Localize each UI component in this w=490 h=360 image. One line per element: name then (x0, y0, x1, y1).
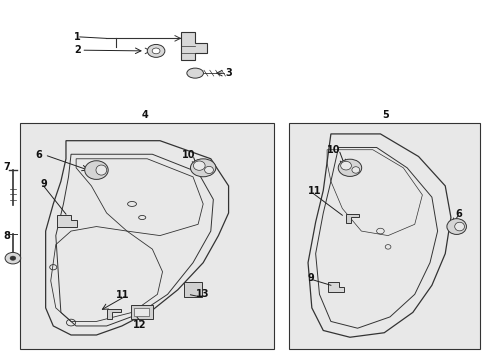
Text: 11: 11 (308, 186, 321, 197)
Bar (20, 123, 274, 348)
Text: 7: 7 (3, 162, 10, 172)
Circle shape (10, 256, 16, 260)
FancyBboxPatch shape (131, 305, 153, 319)
Polygon shape (346, 214, 359, 223)
Text: 10: 10 (327, 144, 341, 154)
Ellipse shape (338, 159, 362, 176)
Ellipse shape (352, 167, 360, 173)
Ellipse shape (447, 219, 466, 234)
Polygon shape (57, 215, 77, 226)
Text: 8: 8 (3, 231, 10, 240)
Text: 4: 4 (142, 111, 148, 121)
Text: 13: 13 (196, 289, 210, 299)
Circle shape (152, 48, 160, 54)
Text: 9: 9 (40, 179, 47, 189)
Text: 5: 5 (382, 111, 389, 121)
Polygon shape (107, 309, 122, 319)
Text: 12: 12 (133, 320, 147, 330)
Ellipse shape (194, 161, 205, 170)
Text: 2: 2 (74, 45, 81, 55)
FancyBboxPatch shape (134, 308, 149, 316)
Ellipse shape (205, 166, 214, 174)
Text: 6: 6 (455, 209, 462, 219)
Circle shape (5, 252, 21, 264)
Polygon shape (181, 32, 207, 60)
Text: 1: 1 (74, 32, 81, 41)
Text: 11: 11 (116, 291, 129, 301)
Ellipse shape (455, 222, 465, 231)
Circle shape (147, 44, 165, 57)
Text: 6: 6 (36, 150, 43, 160)
Ellipse shape (187, 68, 203, 78)
Ellipse shape (96, 165, 107, 175)
FancyBboxPatch shape (184, 282, 202, 297)
Bar (289, 123, 480, 348)
Ellipse shape (191, 159, 216, 177)
Text: 9: 9 (308, 273, 314, 283)
Text: 3: 3 (225, 68, 232, 78)
Text: 10: 10 (181, 150, 195, 160)
Ellipse shape (85, 161, 108, 179)
Polygon shape (328, 282, 343, 292)
Ellipse shape (341, 161, 351, 170)
